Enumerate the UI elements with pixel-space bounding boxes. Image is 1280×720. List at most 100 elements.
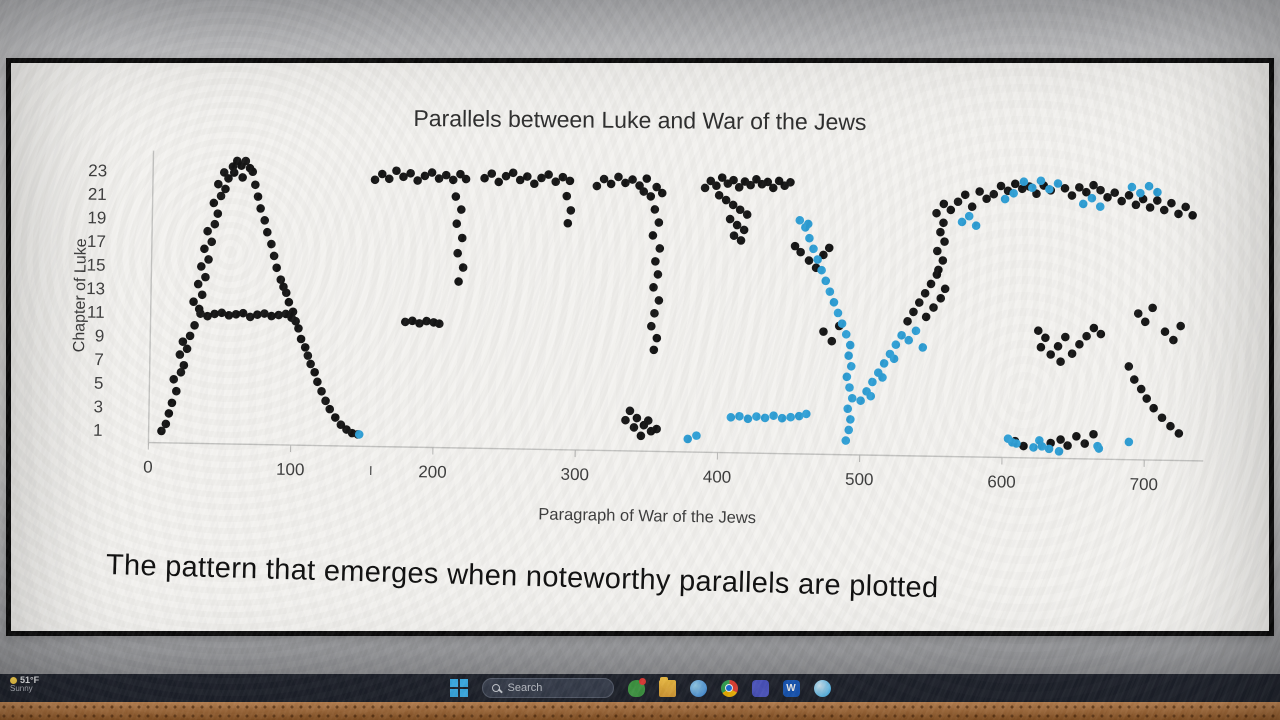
data-point-black_parallels [725,214,735,224]
data-point-blue_parallels [752,412,761,421]
data-point-blue_parallels [1000,194,1010,204]
data-point-black_parallels [1096,329,1106,339]
data-point-black_parallels [729,231,739,240]
weather-widget[interactable]: 51°F Sunny [10,675,40,694]
chart-area: 0 100 200 300 400 500 600 700 1 3 5 7 9 11 13 15 17 19 21 2… [37,119,1254,570]
data-point-black_parallels [1046,350,1055,359]
data-point-black_parallels [735,205,745,215]
search-box[interactable] [481,678,614,698]
data-point-black_parallels [1036,342,1046,352]
data-point-black_parallels [427,168,437,177]
data-point-black_parallels [213,209,223,218]
taskbar-icon-word-app[interactable]: W [782,679,800,697]
y-tick-label: 7 [94,350,104,369]
data-point-blue_parallels [1028,183,1037,193]
y-tick-label: 23 [88,161,107,180]
data-point-black_parallels [260,309,269,318]
data-point-black_parallels [1160,327,1170,336]
data-point-black_parallels [606,179,616,189]
y-tick-label: 3 [93,397,103,416]
data-point-black_parallels [746,180,755,190]
data-point-black_parallels [643,416,653,425]
data-point-blue_parallels [1036,176,1046,186]
data-point-black_parallels [790,241,800,251]
taskbar-icon-edge-browser[interactable] [689,679,707,697]
data-point-black_parallels [654,296,664,305]
data-point-black_parallels [1089,323,1099,333]
data-point-black_parallels [1176,321,1186,331]
start-button[interactable] [449,679,468,697]
data-point-black_parallels [647,321,656,331]
data-point-black_parallels [161,419,171,429]
data-point-black_parallels [276,275,286,284]
data-point-blue_parallels [1029,443,1038,452]
search-input[interactable] [505,681,596,695]
data-point-black_parallels [306,359,315,369]
data-point-black_parallels [1157,413,1167,423]
data-point-black_parallels [260,216,270,225]
data-point-black_parallels [650,308,659,318]
weather-temp: 51°F [20,675,40,685]
data-point-black_parallels [221,184,230,194]
data-point-black_parallels [210,219,220,229]
data-point-black_parallels [652,424,661,434]
data-point-black_parallels [712,181,721,191]
icon-glyph: W [786,682,796,694]
data-point-blue_parallels [769,411,778,420]
y-tick-label: 21 [88,185,107,204]
taskbar-icon-plant-app[interactable] [627,677,646,697]
data-point-black_parallels [1145,203,1155,212]
data-point-black_parallels [926,279,936,289]
data-point-black_parallels [1117,196,1126,206]
data-point-black_parallels [214,179,223,189]
data-point-black_parallels [501,171,511,181]
data-point-black_parallels [229,168,239,177]
data-point-blue_parallels [879,359,889,368]
taskbar-icon-teams-app[interactable] [751,679,769,697]
data-point-black_parallels [1133,309,1143,318]
data-point-black_parallels [451,192,461,201]
data-point-black_parallels [179,360,189,370]
data-point-black_parallels [1010,179,1020,189]
data-point-black_parallels [200,244,209,254]
data-point-black_parallels [461,174,471,184]
data-point-black_parallels [224,174,233,183]
y-axis-label: Chapter of Luke [70,238,90,353]
data-point-blue_parallels [760,413,770,423]
data-point-black_parallels [982,194,991,204]
data-point-black_parallels [434,174,444,183]
data-point-black_parallels [303,351,313,360]
taskbar-icon-onedrive-app[interactable] [813,679,831,697]
taskbar-icon-file-explorer[interactable] [658,676,676,697]
data-point-black_parallels [284,297,294,307]
data-point-black_parallels [592,181,602,191]
data-point-black_parallels [408,316,417,326]
data-point-black_parallels [628,175,637,184]
data-point-black_parallels [939,199,949,209]
data-point-black_parallels [936,227,945,237]
data-point-black_parallels [653,270,663,279]
data-point-black_parallels [1166,421,1175,431]
x-tick-label: 300 [560,465,589,484]
data-point-black_parallels [253,310,262,319]
data-point-black_parallels [203,311,212,321]
data-point-black_parallels [167,398,177,408]
data-point-black_parallels [1063,441,1072,450]
data-point-blue_parallels [1019,177,1029,187]
data-point-black_parallels [1056,357,1065,366]
data-point-black_parallels [558,172,568,182]
search-icon [491,684,500,692]
data-point-black_parallels [182,344,192,354]
data-point-blue_parallels [735,411,744,421]
y-axis [147,150,155,443]
data-point-blue_parallels [1044,444,1054,454]
data-point-blue_parallels [866,391,876,401]
data-point-black_parallels [921,312,931,322]
taskbar-icon-chrome-browser[interactable] [720,679,738,697]
data-point-black_parallels [975,187,984,196]
x-tick-label: 700 [1129,475,1158,494]
y-tick-label: 11 [87,303,105,322]
y-tick-label: 13 [86,279,105,298]
data-point-black_parallels [1174,209,1183,219]
data-point-black_parallels [636,431,646,441]
